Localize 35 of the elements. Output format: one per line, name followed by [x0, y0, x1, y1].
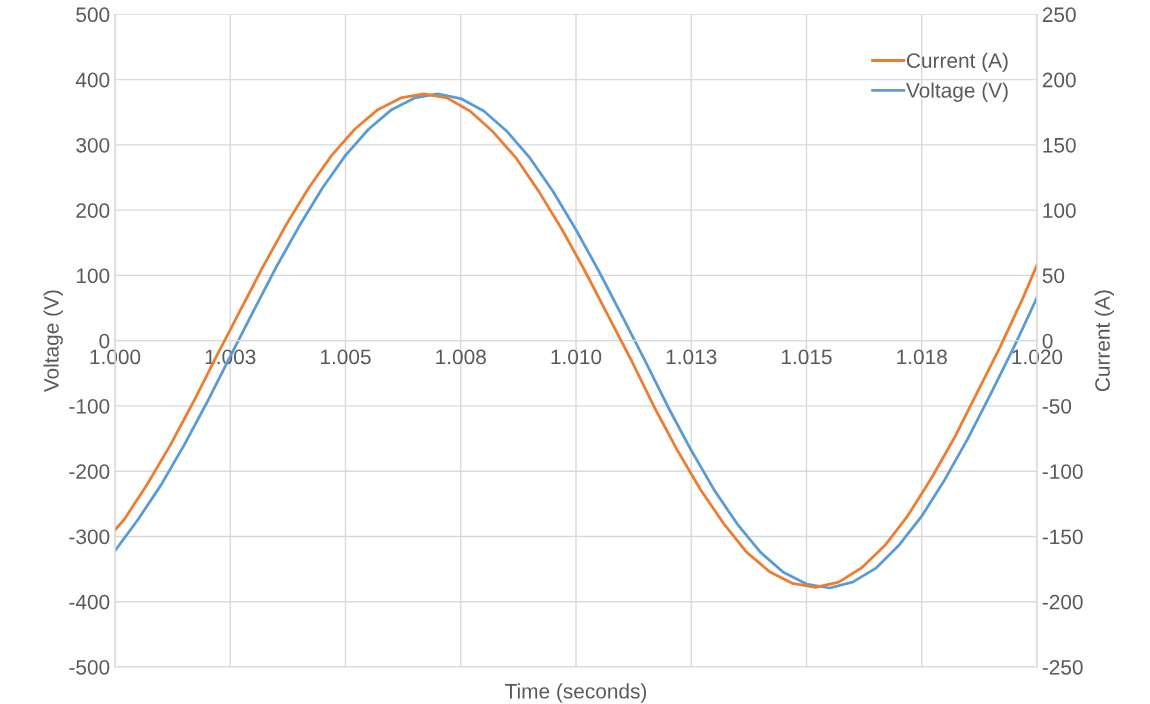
- y-tick-label: 200: [76, 203, 110, 218]
- y-tick-label: -300: [69, 529, 110, 545]
- x-tick-label: 1.013: [666, 349, 717, 365]
- y-tick-label: -200: [69, 464, 110, 479]
- y2-axis-title: Current (A): [1094, 290, 1115, 392]
- y2-tick-label: 150: [1043, 137, 1076, 153]
- y2-tick-label: 250: [1042, 7, 1076, 23]
- y2-tick-label: 100: [1043, 203, 1076, 218]
- x-tick-label: 1.018: [897, 349, 947, 365]
- y-tick-label: -100: [69, 398, 110, 414]
- x-tick-label: 1.020: [1012, 349, 1063, 365]
- x-tick-label: 1.010: [551, 349, 602, 365]
- x-axis-title: Time (seconds): [505, 683, 647, 703]
- y2-tick-label: 200: [1042, 72, 1076, 88]
- y-tick-label: -400: [69, 594, 110, 610]
- y2-tick-label: -200: [1042, 594, 1083, 610]
- legend-label: Current (A): [906, 52, 1008, 73]
- x-tick-label: 1.015: [781, 349, 832, 365]
- y2-tick-label: -50: [1042, 398, 1072, 414]
- y-tick-label: 0: [99, 333, 110, 349]
- y2-tick-label: -100: [1042, 464, 1083, 479]
- y-tick-label: 400: [75, 72, 110, 88]
- y2-tick-label: -250: [1042, 659, 1083, 675]
- y-axis-title: Voltage (V): [43, 290, 63, 393]
- x-tick-label: 1.000: [90, 349, 141, 365]
- y2-tick-label: -150: [1042, 529, 1083, 545]
- y-tick-label: 500: [76, 7, 110, 23]
- y-tick-label: 300: [76, 137, 110, 153]
- x-tick-label: 1.005: [321, 349, 371, 365]
- legend-label: Voltage (V): [906, 82, 1008, 102]
- y2-tick-label: 0: [1042, 333, 1053, 349]
- x-tick-label: 1.008: [436, 349, 486, 365]
- y2-tick-label: 50: [1042, 268, 1065, 284]
- y-tick-label: 100: [76, 268, 110, 284]
- y-tick-label: -500: [69, 659, 110, 675]
